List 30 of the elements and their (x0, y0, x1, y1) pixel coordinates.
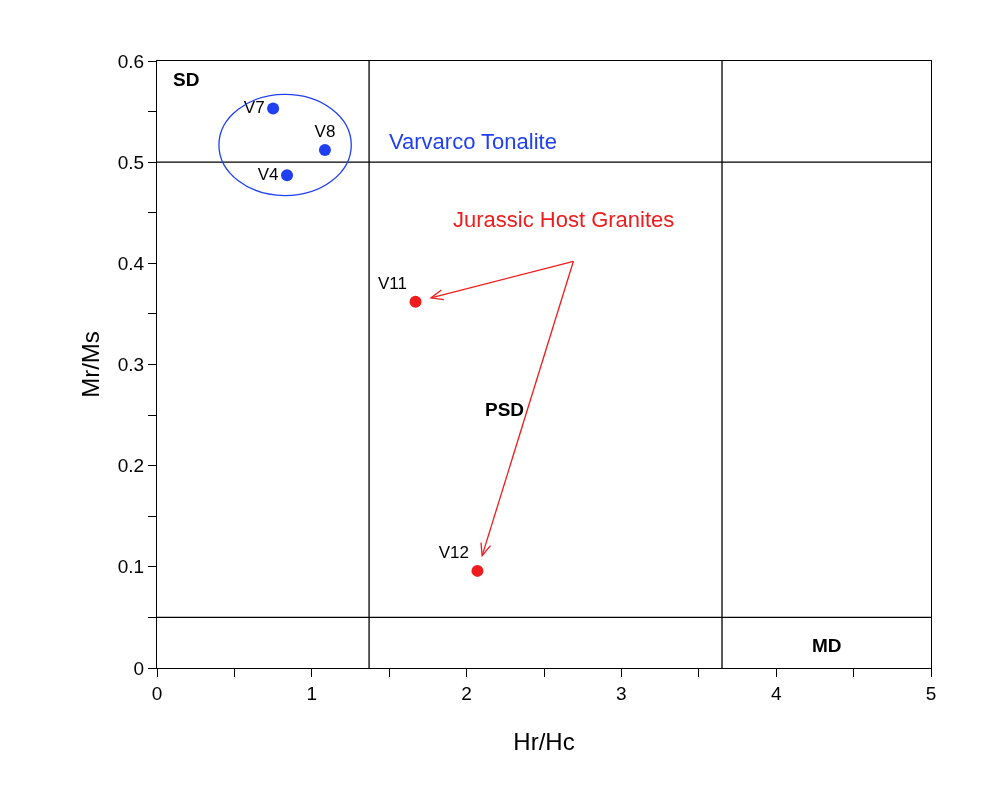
x-tick-label: 4 (770, 682, 782, 704)
y-tick-label: 0.6 (117, 50, 145, 72)
data-label: V4 (257, 164, 279, 184)
point (409, 295, 422, 308)
y-tick-label: 0.3 (117, 354, 145, 376)
y-tick-label: 0 (133, 657, 145, 679)
point (471, 564, 484, 577)
point (267, 102, 280, 115)
y-axis-title: Mr/Ms (76, 331, 104, 398)
annotation: SD (173, 69, 200, 90)
y-tick-label: 0.4 (117, 252, 145, 274)
point (318, 144, 331, 157)
y-tick-label: 0.5 (117, 151, 145, 173)
x-axis-title: Hr/Hc (513, 728, 575, 756)
annotation: MD (812, 635, 842, 656)
text: Jurassic Host Granites (453, 207, 675, 232)
y-tick-label: 0.1 (117, 556, 145, 578)
x-tick-label: 3 (616, 682, 627, 704)
x-tick-label: 2 (461, 682, 472, 704)
y-tick-label: 0.2 (117, 455, 145, 477)
point (281, 169, 294, 182)
annotation: PSD (485, 399, 525, 420)
data-label: V12 (438, 543, 469, 563)
x-tick-label: 1 (306, 682, 318, 704)
x-tick-label: 5 (925, 682, 937, 704)
data-label: V11 (378, 274, 408, 294)
data-label: V7 (243, 97, 265, 117)
x-tick-label: 0 (151, 682, 163, 704)
text: Varvarco Tonalite (389, 129, 557, 154)
data-label: V8 (314, 122, 336, 142)
